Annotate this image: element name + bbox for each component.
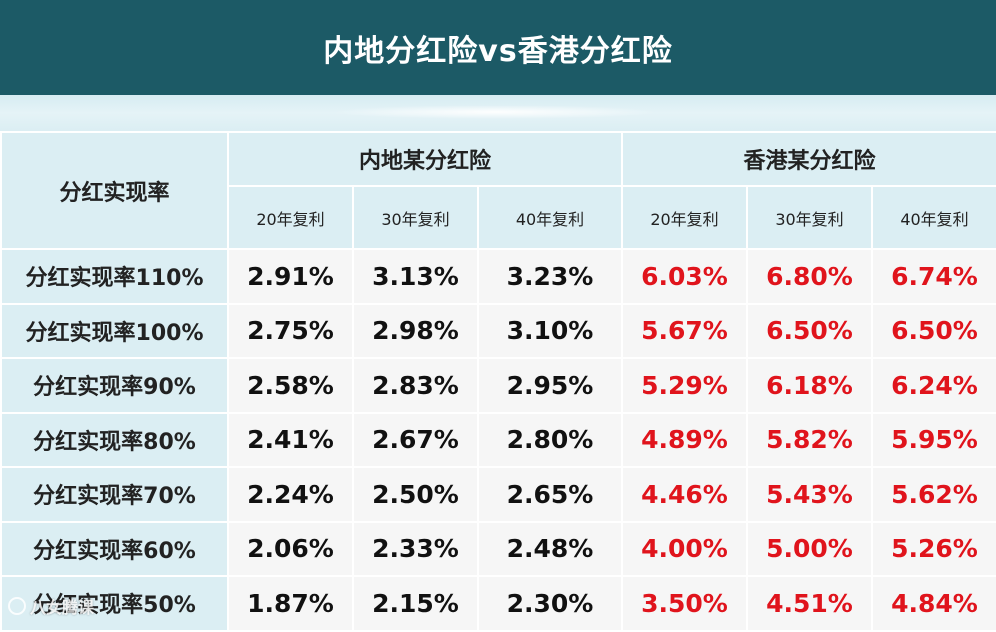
row-label: 分红实现率50% (0, 575, 229, 632)
mainland-value-cell: 2.15% (352, 575, 479, 632)
watermark: 八女腾课 (8, 594, 94, 618)
mainland-value-cell: 2.30% (477, 575, 623, 632)
watermark-text: 八女腾课 (30, 598, 95, 617)
row-label: 分红实现率70% (0, 466, 229, 523)
hongkong-value-cell: 4.51% (746, 575, 873, 632)
table-row: 分红实现率90% 2.58% 2.83% 2.95% 5.29% 6.18% 6.24% (0, 357, 996, 414)
title-bar: 内地分红险vs香港分红险 (0, 0, 996, 95)
hongkong-value-cell: 5.62% (871, 466, 996, 523)
mainland-value-cell: 2.50% (352, 466, 479, 523)
corner-header: 分红实现率 (0, 131, 229, 250)
table-row: 分红实现率60% 2.06% 2.33% 2.48% 4.00% 5.00% 5.26% (0, 520, 996, 577)
table-row: 分红实现率80% 2.41% 2.67% 2.80% 4.89% 5.82% 5.95% (0, 411, 996, 468)
hongkong-value-cell: 6.18% (746, 357, 873, 414)
mainland-value-cell: 2.80% (477, 411, 623, 468)
row-label: 分红实现率100% (0, 302, 229, 359)
mainland-value-cell: 2.33% (352, 520, 479, 577)
hongkong-value-cell: 4.89% (621, 411, 748, 468)
hongkong-value-cell: 5.82% (746, 411, 873, 468)
hongkong-value-cell: 5.26% (871, 520, 996, 577)
mainland-value-cell: 2.58% (227, 357, 354, 414)
mainland-value-cell: 2.75% (227, 302, 354, 359)
hongkong-value-cell: 3.50% (621, 575, 748, 632)
mainland-value-cell: 2.91% (227, 248, 354, 305)
mainland-value-cell: 2.95% (477, 357, 623, 414)
mainland-value-cell: 2.24% (227, 466, 354, 523)
column-header: 40年复利 (871, 185, 996, 250)
table-row: 分红实现率110% 2.91% 3.13% 3.23% 6.03% 6.80% 6.74% (0, 248, 996, 305)
row-label: 分红实现率90% (0, 357, 229, 414)
hongkong-value-cell: 5.00% (746, 520, 873, 577)
mainland-value-cell: 3.13% (352, 248, 479, 305)
hongkong-value-cell: 4.00% (621, 520, 748, 577)
hongkong-value-cell: 5.43% (746, 466, 873, 523)
hongkong-value-cell: 5.67% (621, 302, 748, 359)
table-row: 分红实现率100% 2.75% 2.98% 3.10% 5.67% 6.50% 6.50% (0, 302, 996, 359)
row-label: 分红实现率110% (0, 248, 229, 305)
hongkong-value-cell: 4.46% (621, 466, 748, 523)
group-header-mainland: 内地某分红险 (227, 131, 623, 187)
column-header: 40年复利 (477, 185, 623, 250)
table-body: 分红实现率110% 2.91% 3.13% 3.23% 6.03% 6.80% 6.74% 分… (0, 248, 996, 632)
decorative-band (0, 95, 996, 131)
mainland-value-cell: 2.41% (227, 411, 354, 468)
hongkong-value-cell: 6.03% (621, 248, 748, 305)
mainland-value-cell: 2.48% (477, 520, 623, 577)
watermark-logo-icon (8, 597, 26, 615)
mainland-value-cell: 2.98% (352, 302, 479, 359)
mainland-value-cell: 2.65% (477, 466, 623, 523)
hongkong-value-cell: 4.84% (871, 575, 996, 632)
hongkong-value-cell: 6.80% (746, 248, 873, 305)
comparison-table: 分红实现率 内地某分红险 香港某分红险 20年复利 30年复利 40年复利 20… (0, 131, 996, 632)
hongkong-value-cell: 6.50% (746, 302, 873, 359)
column-header: 30年复利 (746, 185, 873, 250)
row-label: 分红实现率80% (0, 411, 229, 468)
column-header: 30年复利 (352, 185, 479, 250)
mainland-value-cell: 2.83% (352, 357, 479, 414)
mainland-value-cell: 3.23% (477, 248, 623, 305)
mainland-value-cell: 2.06% (227, 520, 354, 577)
hongkong-value-cell: 6.50% (871, 302, 996, 359)
mainland-value-cell: 3.10% (477, 302, 623, 359)
mainland-value-cell: 2.67% (352, 411, 479, 468)
mainland-value-cell: 1.87% (227, 575, 354, 632)
table-row: 分红实现率70% 2.24% 2.50% 2.65% 4.46% 5.43% 5.62% (0, 466, 996, 523)
page-title: 内地分红险vs香港分红险 (323, 33, 673, 69)
table-row: 分红实现率50% 1.87% 2.15% 2.30% 3.50% 4.51% 4.84% (0, 575, 996, 632)
hongkong-value-cell: 5.95% (871, 411, 996, 468)
hongkong-value-cell: 5.29% (621, 357, 748, 414)
hongkong-value-cell: 6.24% (871, 357, 996, 414)
hongkong-value-cell: 6.74% (871, 248, 996, 305)
group-header-hongkong: 香港某分红险 (621, 131, 996, 187)
glow-decoration (330, 105, 660, 119)
column-header: 20年复利 (227, 185, 354, 250)
column-header: 20年复利 (621, 185, 748, 250)
row-label: 分红实现率60% (0, 520, 229, 577)
